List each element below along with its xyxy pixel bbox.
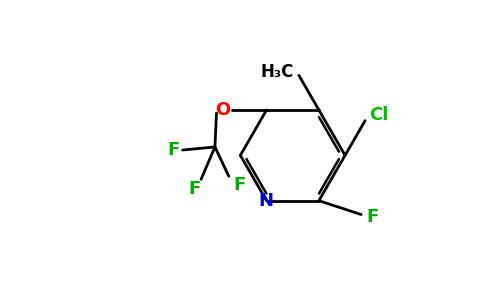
- Text: O: O: [215, 101, 230, 119]
- Text: H₃C: H₃C: [260, 63, 294, 81]
- Text: N: N: [258, 193, 273, 211]
- Text: F: F: [167, 141, 180, 159]
- Text: F: F: [233, 176, 246, 194]
- Text: F: F: [189, 179, 201, 197]
- Text: F: F: [366, 208, 378, 226]
- Text: Cl: Cl: [369, 106, 389, 124]
